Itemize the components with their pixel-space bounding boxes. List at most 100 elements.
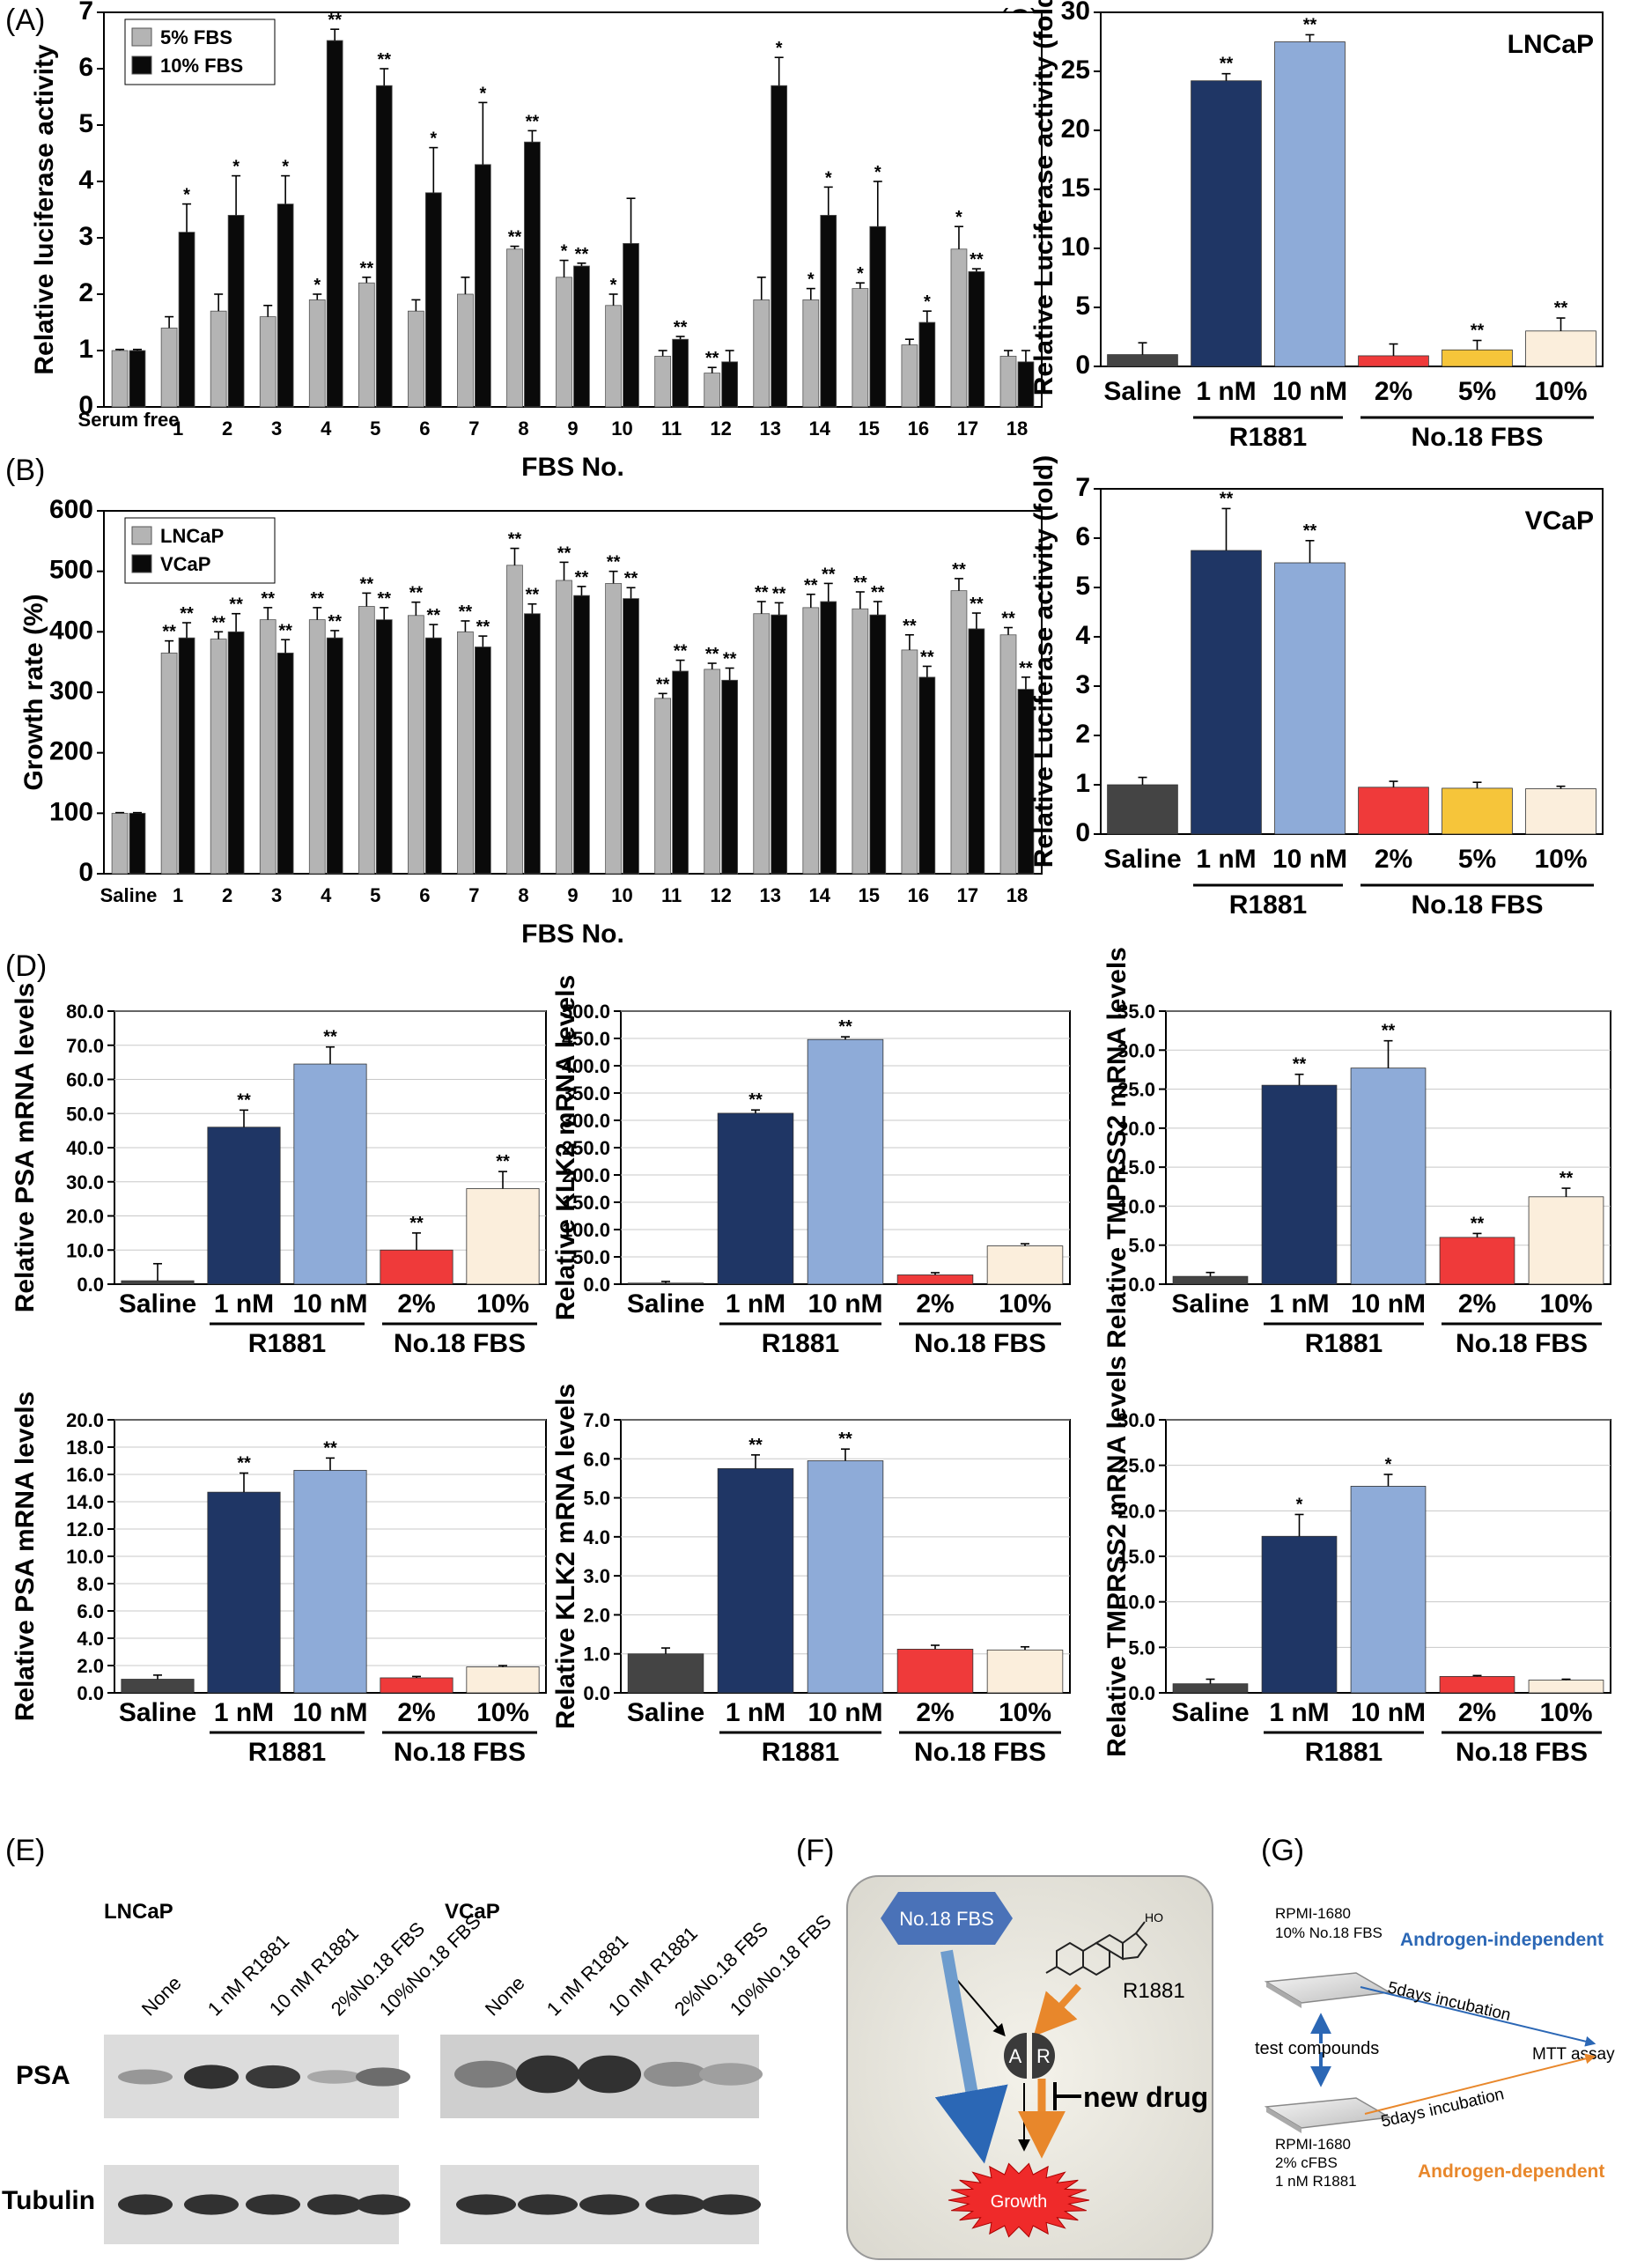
chart-c1-xtick-label: 5% [1458, 377, 1496, 406]
chart-d2-ytick-label: 150.0 [562, 1192, 610, 1214]
chart-a-xlabel: FBS No. [521, 453, 624, 482]
chart-b-significance: ** [903, 617, 917, 636]
chart-b-significance: ** [952, 560, 966, 580]
chart-d3-ytick-label: 30.0 [1117, 1039, 1155, 1061]
chart-d2-ytick-label: 400.0 [562, 1055, 610, 1077]
panel-label-f: (F) [796, 1834, 834, 1867]
chart-d5-ytick-label: 2.0 [583, 1604, 610, 1626]
chart-d1-ytick-label: 10.0 [66, 1239, 104, 1261]
chart-a-xtick-label: 8 [518, 417, 528, 440]
chart-b-bar [506, 565, 523, 875]
blot-vcap-psa-band [516, 2055, 579, 2094]
chart-d1-ytick-label: 70.0 [66, 1035, 104, 1057]
chart-d2-group-label: R1881 [762, 1329, 839, 1358]
chart-d5-xtick-label: 1 nM [726, 1698, 785, 1727]
chart-a-significance: * [857, 264, 864, 284]
blot-lncap-psa-band [307, 2070, 362, 2084]
chart-d4-bar [121, 1679, 195, 1694]
chart-d1-bar [207, 1127, 281, 1285]
top-plate-side [1266, 1982, 1301, 2008]
chart-a-bar [999, 355, 1017, 408]
chart-b-xtick-label: 12 [710, 884, 731, 906]
chart-a-bar [277, 203, 294, 408]
chart-c2-title: VCaP [1525, 506, 1594, 536]
chart-b-bar [820, 601, 837, 875]
chart-d2-ytick-label: 100.0 [562, 1219, 610, 1241]
chart-d4-significance: ** [323, 1438, 337, 1458]
chart-d2-ytick-label: 350.0 [562, 1082, 610, 1104]
chart-d1-bar [293, 1063, 367, 1285]
chart-d5-ytick-label: 0.0 [583, 1682, 610, 1704]
top-type-label: Androgen-independent [1400, 1930, 1604, 1950]
chart-a-bar [326, 40, 343, 408]
chart-a-xtick-label: 15 [859, 417, 880, 440]
chart-a-xtick-label: 16 [908, 417, 929, 440]
chart-a-significance: ** [970, 250, 984, 270]
chart-d1-significance: ** [237, 1090, 251, 1110]
chart-a-ylabel: Relative luciferase activity [30, 44, 59, 375]
chart-b-significance: ** [822, 565, 836, 584]
blot-vcap-psa-band [699, 2063, 763, 2086]
top-plate-icon [1264, 1972, 1392, 2004]
chart-a-xtick-label: 4 [321, 417, 332, 440]
growth-label: Growth [991, 2192, 1047, 2212]
chart-b-significance: ** [871, 583, 885, 602]
chart-c1-bar [1525, 330, 1596, 367]
chart-b-xtick-label: 17 [957, 884, 978, 906]
chart-b-bar [308, 619, 326, 875]
chart-d2-xtick-label: Saline [627, 1289, 704, 1319]
chart-b-xtick-label: 14 [809, 884, 831, 906]
chart-a-bar [852, 288, 869, 408]
chart-c2-xtick-label: 5% [1458, 845, 1496, 874]
chart-d3-ytick-label: 20.0 [1117, 1118, 1155, 1140]
chart-b-significance: ** [476, 617, 490, 637]
chart-c2-significance: ** [1220, 489, 1234, 508]
blot-lncap-tubulin-band [184, 2194, 239, 2215]
chart-c1-ytick-label: 0 [1075, 351, 1090, 380]
chart-b-bar [178, 637, 195, 875]
chart-d2-xtick-label: 2% [916, 1289, 954, 1319]
chart-d6-ytick-label: 25.0 [1117, 1455, 1155, 1477]
chart-d2-group-label: No.18 FBS [914, 1329, 1046, 1358]
ar-a-label: A [1009, 2045, 1022, 2067]
chart-b-bar [771, 614, 788, 875]
panel-label-e: (E) [5, 1834, 45, 1867]
chart-c1-ytick-label: 25 [1061, 55, 1090, 85]
chart-b-xtick-label: 16 [908, 884, 929, 906]
chart-d2-ytick-label: 0.0 [583, 1274, 610, 1296]
chart-d6-bar [1350, 1486, 1427, 1694]
top-medium-label: RPMI-1680 [1275, 1905, 1351, 1922]
chart-b-bar [623, 598, 639, 875]
chart-d4-ytick-label: 18.0 [66, 1437, 104, 1459]
chart-a-significance: * [776, 39, 783, 58]
blot-lncap-psa-band [356, 2067, 410, 2087]
chart-d5-bar [896, 1649, 974, 1694]
chart-d3-significance: ** [1471, 1214, 1485, 1233]
chart-b-bar [227, 631, 245, 875]
chart-b-bar [968, 628, 985, 875]
chart-d6-significance: * [1385, 1455, 1392, 1474]
chart-d5-xtick-label: 10% [999, 1698, 1051, 1727]
fbs-to-growth-arrow [934, 1949, 1008, 2164]
chart-b-significance: ** [261, 589, 275, 609]
blot-vcap-lane-label: 10%No.18 FBS [726, 1910, 836, 2021]
chart-d2-xtick-label: 1 nM [726, 1289, 785, 1319]
blot-lncap-psa-band [184, 2065, 239, 2089]
chart-b-significance: ** [804, 576, 818, 595]
chart-d3-bar [1172, 1275, 1249, 1285]
chart-c1-ytick-label: 15 [1061, 174, 1090, 203]
chart-b-legend-label: VCaP [160, 553, 210, 575]
chart-a-significance: ** [360, 259, 374, 278]
chart-c1-bar [1274, 41, 1346, 367]
chart-d3-ytick-label: 10.0 [1117, 1195, 1155, 1217]
top-incubation-label: 5days incubation [1386, 1978, 1513, 2025]
chart-b-significance: ** [853, 573, 867, 593]
chart-a-significance: * [955, 208, 962, 227]
chart-b-significance: ** [459, 602, 473, 622]
chart-b-xtick-label: 15 [859, 884, 880, 906]
chart-a-bar [605, 305, 622, 408]
chart-a-legend-swatch [131, 27, 152, 47]
chart-d1-ytick-label: 60.0 [66, 1069, 104, 1091]
chart-d5-xtick-label: 2% [916, 1698, 954, 1727]
blot-lncap-title: LNCaP [104, 1900, 173, 1924]
